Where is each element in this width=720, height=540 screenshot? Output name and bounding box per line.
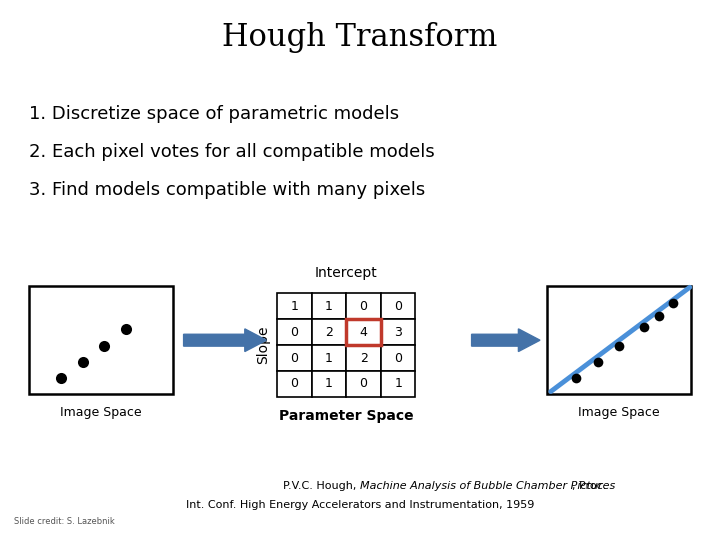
Bar xyxy=(29,286,173,394)
Text: Intercept: Intercept xyxy=(315,266,378,280)
Bar xyxy=(381,345,415,371)
Text: 2: 2 xyxy=(325,326,333,339)
Bar xyxy=(277,345,312,371)
Text: 1: 1 xyxy=(325,300,333,313)
Text: 3. Find models compatible with many pixels: 3. Find models compatible with many pixe… xyxy=(29,181,425,199)
Text: 1: 1 xyxy=(395,377,402,390)
FancyArrow shape xyxy=(184,329,266,352)
Bar xyxy=(346,319,381,345)
Text: P.V.C. Hough,: P.V.C. Hough, xyxy=(283,481,360,491)
Text: Hough Transform: Hough Transform xyxy=(222,22,498,52)
Text: Parameter Space: Parameter Space xyxy=(279,409,413,423)
Text: 1: 1 xyxy=(325,377,333,390)
Text: 0: 0 xyxy=(290,352,299,365)
Bar xyxy=(312,371,346,397)
Text: 1. Discretize space of parametric models: 1. Discretize space of parametric models xyxy=(29,105,399,123)
Bar xyxy=(277,371,312,397)
Text: Image Space: Image Space xyxy=(578,406,660,419)
Text: 1: 1 xyxy=(325,352,333,365)
Text: Int. Conf. High Energy Accelerators and Instrumentation, 1959: Int. Conf. High Energy Accelerators and … xyxy=(186,500,534,510)
Bar xyxy=(346,345,381,371)
Bar xyxy=(312,319,346,345)
Bar xyxy=(346,319,381,345)
Text: 0: 0 xyxy=(359,377,368,390)
Bar xyxy=(277,319,312,345)
Bar xyxy=(547,286,691,394)
Text: 0: 0 xyxy=(359,300,368,313)
Text: 3: 3 xyxy=(395,326,402,339)
Bar xyxy=(312,293,346,319)
Text: 0: 0 xyxy=(394,352,402,365)
Text: 1: 1 xyxy=(291,300,298,313)
Text: 2: 2 xyxy=(360,352,367,365)
Text: 4: 4 xyxy=(360,326,367,339)
Bar xyxy=(346,371,381,397)
Bar xyxy=(381,319,415,345)
Text: 4: 4 xyxy=(360,326,367,339)
Text: Machine Analysis of Bubble Chamber Pictures: Machine Analysis of Bubble Chamber Pictu… xyxy=(360,481,616,491)
Text: , Proc.: , Proc. xyxy=(572,481,607,491)
Bar xyxy=(346,293,381,319)
Text: 0: 0 xyxy=(290,377,299,390)
Bar xyxy=(381,371,415,397)
Text: 0: 0 xyxy=(394,300,402,313)
Text: Slide credit: S. Lazebnik: Slide credit: S. Lazebnik xyxy=(14,517,115,526)
Text: 0: 0 xyxy=(290,326,299,339)
Text: Slope: Slope xyxy=(256,326,270,365)
Text: 2. Each pixel votes for all compatible models: 2. Each pixel votes for all compatible m… xyxy=(29,143,435,161)
Bar xyxy=(381,293,415,319)
FancyArrow shape xyxy=(472,329,540,352)
Bar xyxy=(277,293,312,319)
Bar xyxy=(312,345,346,371)
Text: Image Space: Image Space xyxy=(60,406,142,419)
